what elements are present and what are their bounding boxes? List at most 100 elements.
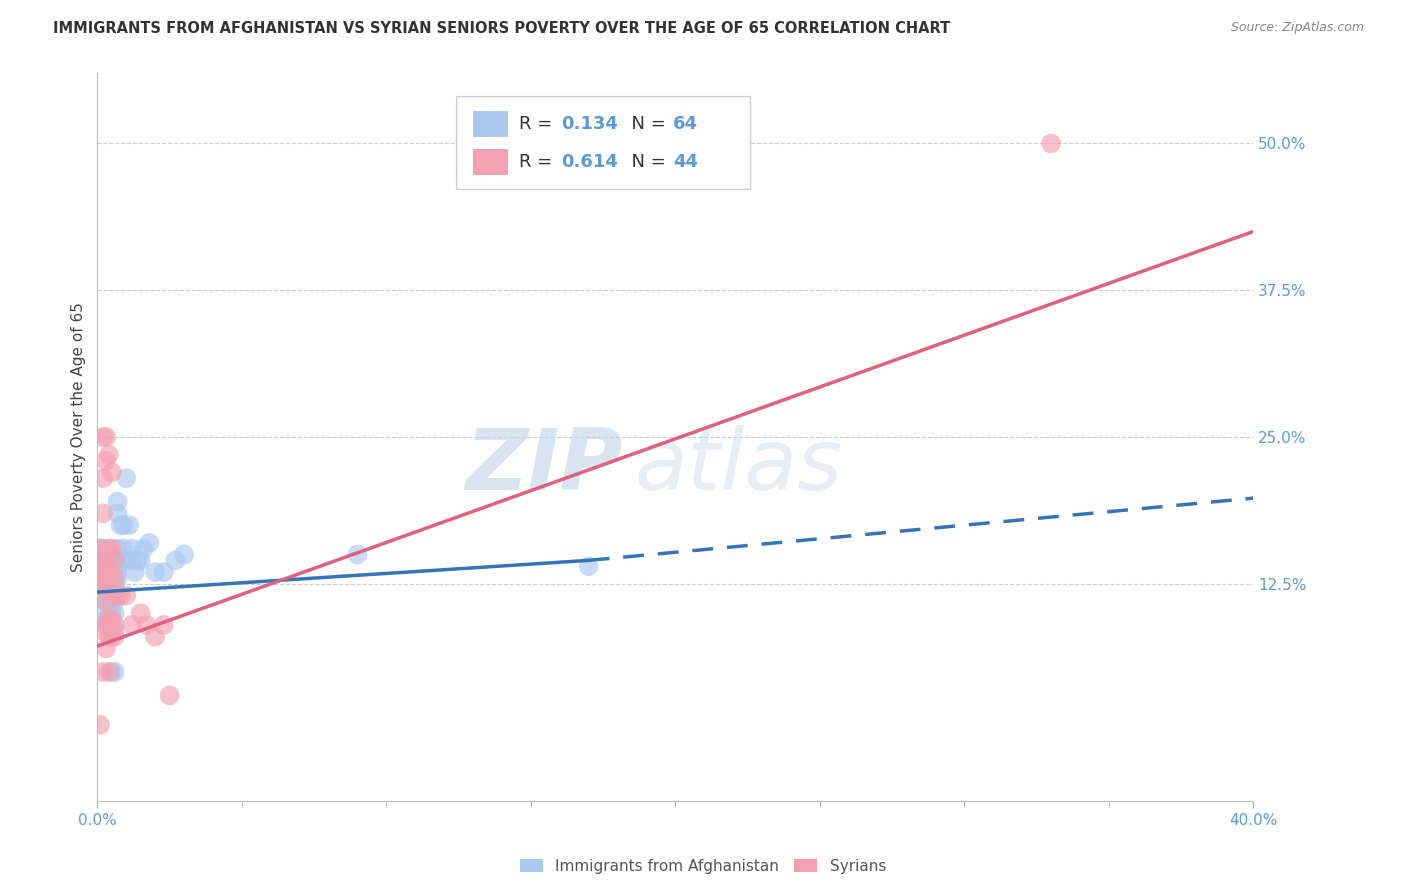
Point xyxy=(101,618,124,632)
Point xyxy=(91,430,114,444)
Point xyxy=(97,541,120,556)
Point xyxy=(138,535,160,549)
Point xyxy=(104,553,127,567)
Point xyxy=(101,606,124,620)
Point xyxy=(115,589,138,603)
Point xyxy=(104,577,127,591)
Point xyxy=(159,689,181,703)
Point xyxy=(104,553,127,567)
Point xyxy=(89,553,111,567)
Point xyxy=(91,665,114,679)
Point xyxy=(101,577,124,591)
Point xyxy=(101,582,124,597)
Legend: Immigrants from Afghanistan, Syrians: Immigrants from Afghanistan, Syrians xyxy=(515,853,891,880)
Point xyxy=(1040,136,1063,151)
Text: 44: 44 xyxy=(673,153,697,170)
Point xyxy=(89,541,111,556)
Point xyxy=(112,541,135,556)
Point xyxy=(104,571,127,585)
Point xyxy=(91,507,114,521)
Point xyxy=(91,559,114,574)
Point xyxy=(104,618,127,632)
Point xyxy=(124,565,146,579)
Point xyxy=(97,589,120,603)
Point xyxy=(121,553,143,567)
FancyBboxPatch shape xyxy=(456,96,751,189)
Point xyxy=(107,571,129,585)
Point xyxy=(91,571,114,585)
Point xyxy=(107,565,129,579)
Point xyxy=(94,606,117,620)
Point xyxy=(89,541,111,556)
Bar xyxy=(472,111,508,137)
Point xyxy=(153,618,176,632)
Point xyxy=(107,507,129,521)
Point xyxy=(91,553,114,567)
Point xyxy=(107,494,129,508)
Point xyxy=(104,571,127,585)
Point xyxy=(101,582,124,597)
Point xyxy=(89,571,111,585)
Text: Source: ZipAtlas.com: Source: ZipAtlas.com xyxy=(1230,21,1364,34)
Point xyxy=(94,594,117,608)
Point xyxy=(107,559,129,574)
Point xyxy=(97,565,120,579)
Point xyxy=(143,565,166,579)
Point xyxy=(143,630,166,644)
Point xyxy=(110,589,132,603)
Point xyxy=(104,582,127,597)
Point xyxy=(173,548,195,562)
Text: ZIP: ZIP xyxy=(465,425,623,508)
Point xyxy=(101,565,124,579)
Point xyxy=(132,541,155,556)
Text: R =: R = xyxy=(519,115,558,133)
Text: 0.134: 0.134 xyxy=(561,115,617,133)
Point xyxy=(121,541,143,556)
Point xyxy=(94,553,117,567)
Point xyxy=(97,548,120,562)
Text: 64: 64 xyxy=(673,115,697,133)
Point xyxy=(97,618,120,632)
Text: N =: N = xyxy=(620,153,671,170)
Point xyxy=(153,565,176,579)
Y-axis label: Seniors Poverty Over the Age of 65: Seniors Poverty Over the Age of 65 xyxy=(72,302,86,572)
Point xyxy=(94,577,117,591)
Point xyxy=(101,665,124,679)
Text: atlas: atlas xyxy=(636,425,842,508)
Point xyxy=(101,624,124,638)
Point xyxy=(104,630,127,644)
Point xyxy=(101,465,124,479)
Point xyxy=(112,518,135,533)
Point xyxy=(121,618,143,632)
Point xyxy=(118,518,141,533)
Point xyxy=(97,594,120,608)
Text: 0.614: 0.614 xyxy=(561,153,617,170)
Point xyxy=(101,559,124,574)
Point xyxy=(129,553,152,567)
Point xyxy=(346,548,368,562)
Point xyxy=(94,589,117,603)
Point xyxy=(97,665,120,679)
Point xyxy=(94,582,117,597)
Text: IMMIGRANTS FROM AFGHANISTAN VS SYRIAN SENIORS POVERTY OVER THE AGE OF 65 CORRELA: IMMIGRANTS FROM AFGHANISTAN VS SYRIAN SE… xyxy=(53,21,950,36)
Point xyxy=(107,541,129,556)
Point xyxy=(97,612,120,626)
Point xyxy=(135,618,157,632)
Point xyxy=(94,582,117,597)
Point xyxy=(115,471,138,485)
Point xyxy=(94,594,117,608)
Point xyxy=(104,594,127,608)
Point xyxy=(94,612,117,626)
Point xyxy=(104,606,127,620)
Point xyxy=(578,559,600,574)
Point xyxy=(129,606,152,620)
Point xyxy=(97,630,120,644)
Point xyxy=(89,718,111,732)
Point xyxy=(104,559,127,574)
Point xyxy=(94,565,117,579)
Point xyxy=(97,582,120,597)
Point xyxy=(101,589,124,603)
Point xyxy=(94,559,117,574)
Point xyxy=(127,553,149,567)
Bar xyxy=(472,149,508,175)
